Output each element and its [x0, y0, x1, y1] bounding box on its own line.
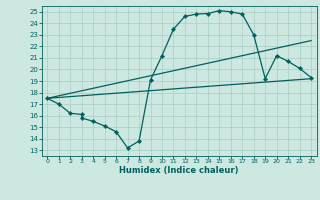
X-axis label: Humidex (Indice chaleur): Humidex (Indice chaleur)	[119, 166, 239, 175]
